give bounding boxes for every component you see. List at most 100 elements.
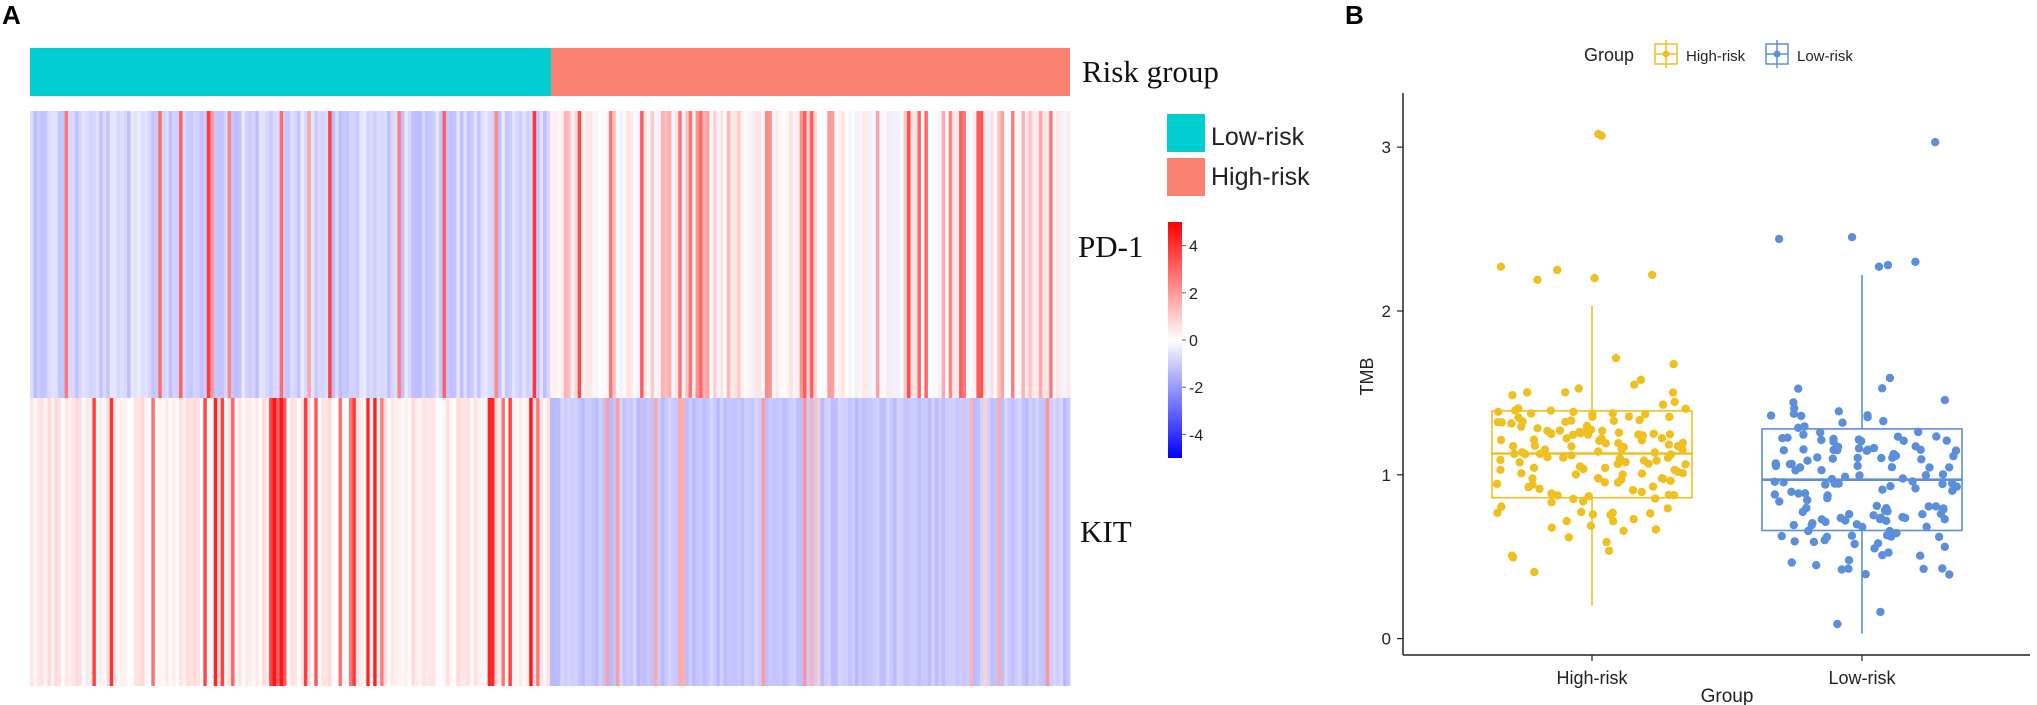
heatmap-cell xyxy=(681,398,686,686)
heatmap-cell xyxy=(504,398,509,686)
data-point xyxy=(1639,456,1649,465)
heatmap-cell xyxy=(737,111,742,398)
heatmap-cell xyxy=(979,398,984,686)
heatmap-cell xyxy=(1024,111,1029,398)
heatmap-cell xyxy=(1052,398,1057,686)
data-point xyxy=(1546,406,1556,415)
heatmap-cell xyxy=(952,111,956,398)
data-point xyxy=(1823,493,1832,503)
heatmap-cell xyxy=(841,111,846,398)
heatmap-cell xyxy=(810,398,814,686)
heatmap-cell xyxy=(858,398,863,686)
heatmap-cell xyxy=(400,111,405,398)
heatmap-cell xyxy=(674,398,679,686)
data-point xyxy=(1854,435,1864,444)
data-point xyxy=(1559,453,1568,462)
data-point xyxy=(1507,419,1516,428)
heatmap-cell xyxy=(213,111,218,398)
risk-group-label: Risk group xyxy=(1082,54,1219,89)
heatmap-cell xyxy=(498,111,502,398)
heatmap-cell xyxy=(907,111,911,398)
heatmap-cell xyxy=(366,111,371,398)
heatmap-cell xyxy=(938,398,943,686)
heatmap-cell xyxy=(771,111,776,398)
heatmap-cell xyxy=(532,398,537,686)
data-point xyxy=(1787,487,1796,496)
data-point xyxy=(1908,477,1917,486)
heatmap-cell xyxy=(719,111,724,398)
heatmap-cell xyxy=(702,111,707,398)
data-point xyxy=(1939,504,1948,513)
heatmap-cell xyxy=(550,398,554,686)
heatmap-cell xyxy=(660,111,665,398)
heatmap-cell xyxy=(227,398,232,686)
heatmap-cell xyxy=(997,111,1002,398)
heatmap-cell xyxy=(331,398,336,686)
heatmap-cell xyxy=(553,398,558,686)
heatmap-cell xyxy=(78,111,83,398)
heatmap-cell xyxy=(307,398,312,686)
heatmap-cell xyxy=(168,111,173,398)
heatmap-cell xyxy=(269,111,274,398)
heatmap-cell xyxy=(792,111,797,398)
heatmap-cell xyxy=(629,398,634,686)
heatmap-cell xyxy=(234,398,239,686)
heatmap-cell xyxy=(990,398,995,686)
data-point xyxy=(1816,428,1825,437)
heatmap-cell xyxy=(868,111,873,398)
heatmap-cell xyxy=(175,398,180,686)
heatmap-cell xyxy=(612,111,617,398)
heatmap-cell xyxy=(730,111,735,398)
heatmap-cell xyxy=(1035,398,1040,686)
data-point xyxy=(1945,463,1954,472)
data-point xyxy=(1669,359,1678,369)
heatmap-cell xyxy=(182,398,187,686)
legend-label-high-risk-b: High-risk xyxy=(1686,48,1746,65)
heatmap-cell xyxy=(262,111,267,398)
heatmap-cell xyxy=(948,111,953,398)
heatmap-cell xyxy=(966,111,970,398)
data-point xyxy=(1898,474,1908,483)
heatmap-cell xyxy=(376,398,381,686)
heatmap-cell xyxy=(210,398,215,686)
data-point xyxy=(1827,474,1837,484)
heatmap-cell xyxy=(605,398,610,686)
heatmap-cell xyxy=(158,111,163,398)
heatmap-cell xyxy=(799,111,804,398)
heatmap-cell xyxy=(338,111,343,398)
heatmap-cell xyxy=(71,111,76,398)
heatmap-cell xyxy=(425,398,430,686)
heatmap-cell xyxy=(868,398,873,686)
legend-key-point xyxy=(1662,50,1670,58)
heatmap-cell xyxy=(504,111,509,398)
heatmap-cell xyxy=(851,111,856,398)
data-point xyxy=(1648,482,1658,491)
heatmap-cell xyxy=(175,111,180,398)
data-point xyxy=(1931,502,1941,511)
heatmap-cell xyxy=(712,111,717,398)
data-point xyxy=(1651,525,1661,534)
heatmap-cell xyxy=(633,398,638,686)
data-point xyxy=(1493,508,1502,518)
heatmap-cell xyxy=(577,398,582,686)
data-point xyxy=(1496,262,1506,271)
heatmap-cell xyxy=(910,398,915,686)
data-point xyxy=(1834,407,1844,416)
heatmap-cell xyxy=(744,398,748,686)
heatmap-cell xyxy=(751,111,755,398)
heatmap-cell xyxy=(810,111,814,398)
heatmap-cell xyxy=(893,111,898,398)
heatmap-cell xyxy=(134,111,138,398)
heatmap-cell xyxy=(983,111,988,398)
heatmap-cell xyxy=(563,111,568,398)
heatmap-cell xyxy=(556,398,561,686)
heatmap-cell xyxy=(733,111,738,398)
data-point xyxy=(1597,426,1607,435)
heatmap-cell xyxy=(955,398,960,686)
heatmap-cell xyxy=(335,111,339,398)
heatmap-cell xyxy=(248,111,253,398)
heatmap-cell xyxy=(238,111,242,398)
data-point xyxy=(1663,504,1672,513)
heatmap-cell xyxy=(99,111,104,398)
heatmap-cell xyxy=(716,398,721,686)
